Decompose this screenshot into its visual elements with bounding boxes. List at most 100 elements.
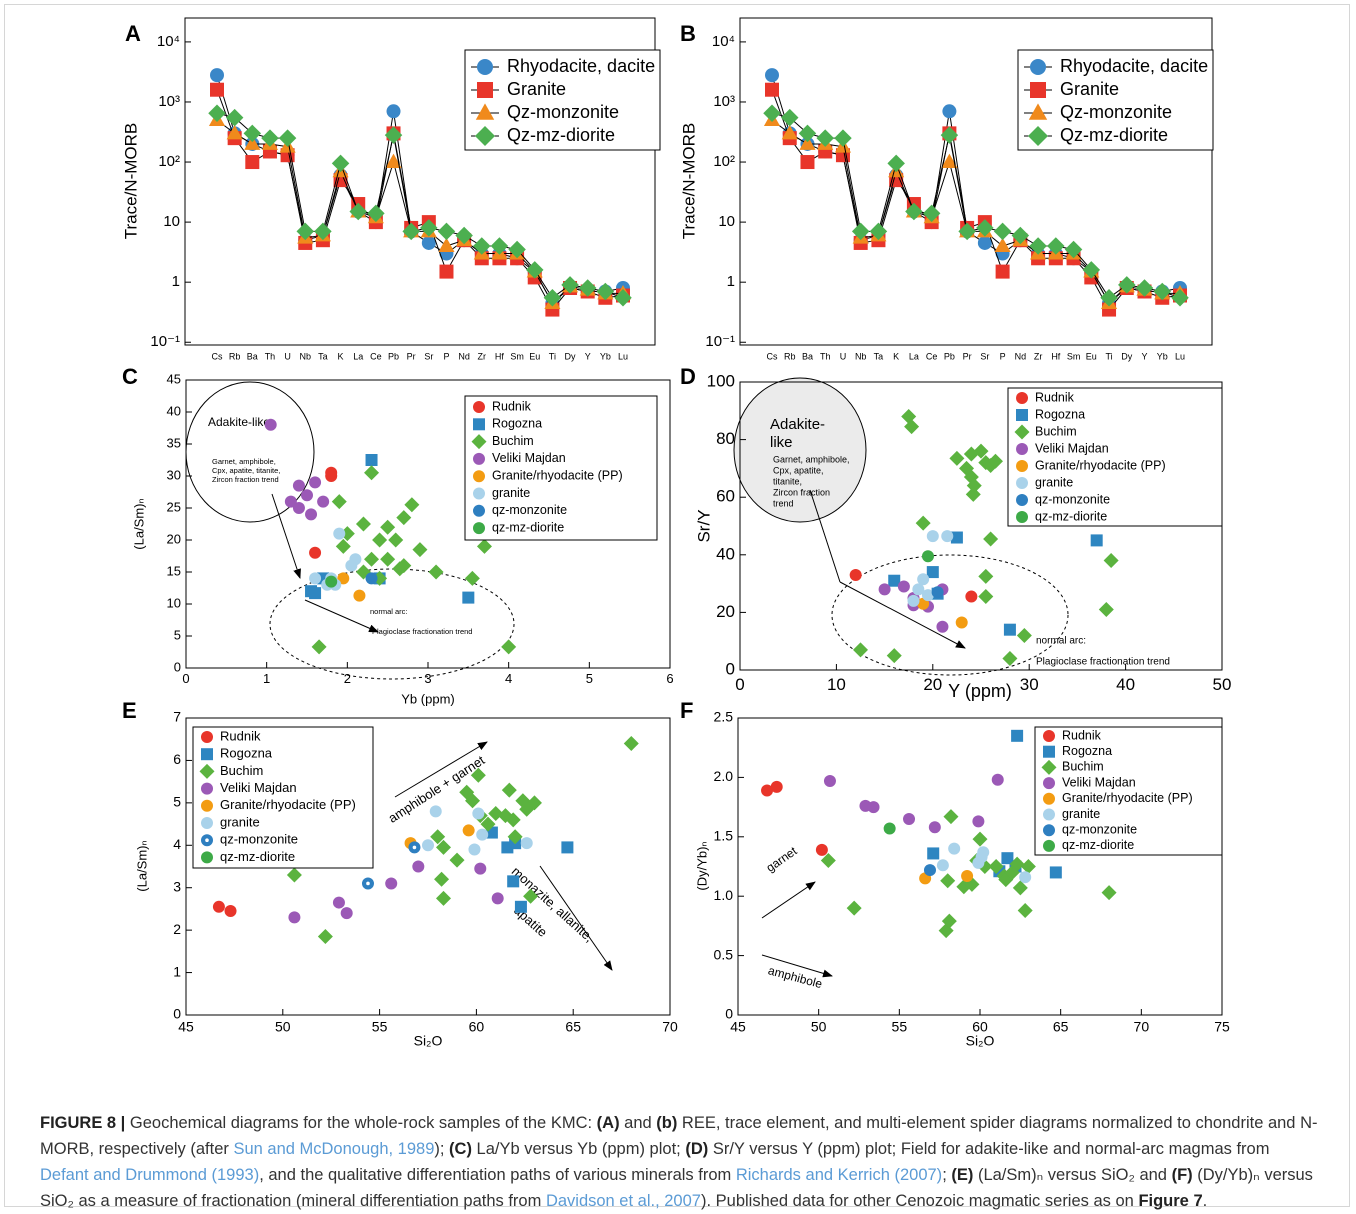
data-point — [941, 153, 958, 168]
data-point — [286, 867, 302, 883]
data-point — [505, 812, 521, 828]
x-tick-label: Ce — [370, 351, 382, 361]
caption-text: ). Published data for other Cenozoic mag… — [700, 1192, 1139, 1210]
data-point — [349, 553, 362, 566]
data-point — [526, 795, 542, 811]
x-tick-label: K — [893, 351, 899, 361]
x-tick-label: Sm — [510, 351, 524, 361]
x-tick-label: 0 — [182, 671, 189, 686]
annotation: normal arc: — [1036, 636, 1086, 647]
legend-marker — [1014, 424, 1030, 440]
legend-label: Veliki Majdan — [1035, 441, 1109, 455]
y-tick-label: 10³ — [158, 93, 180, 110]
x-tick-label: P — [1000, 351, 1006, 361]
x-tick-label: Ti — [1105, 351, 1112, 361]
data-point — [1003, 623, 1016, 636]
data-point — [1101, 885, 1117, 901]
data-point — [365, 454, 378, 466]
x-tick-label: Ce — [926, 351, 938, 361]
data-point — [915, 515, 931, 531]
trend-arrow — [394, 741, 488, 798]
caption-reference[interactable]: Richards and Kerrich (2007) — [735, 1166, 943, 1184]
y-tick-label: 40 — [167, 403, 181, 418]
data-point — [386, 104, 401, 119]
data-point — [349, 202, 367, 221]
y-tick-label: 2 — [173, 921, 181, 937]
data-point — [325, 466, 338, 479]
y-tick-label: 1.0 — [714, 887, 734, 903]
caption-reference[interactable]: Defant and Drummond (1993) — [40, 1166, 260, 1184]
caption-text: Geochemical diagrams for the whole-rock … — [125, 1114, 597, 1132]
legend-marker — [1016, 511, 1028, 523]
x-tick-label: U — [840, 351, 847, 361]
data-point — [922, 204, 941, 223]
y-tick-label: 10³ — [713, 93, 735, 110]
legend-marker — [473, 487, 485, 500]
data-point — [309, 546, 322, 559]
y-tick-label: 10 — [718, 213, 735, 230]
legend-label: Rudnik — [1062, 728, 1102, 742]
caption-panel: (C) — [449, 1140, 472, 1158]
caption-text: ; — [942, 1166, 952, 1184]
legend-label: qz-mz-diorite — [492, 520, 564, 534]
legend-label: qz-monzonite — [1062, 822, 1137, 836]
panel-label: F — [680, 698, 693, 723]
data-point — [923, 864, 936, 877]
data-point — [364, 465, 380, 481]
y-tick-label: 20 — [167, 531, 181, 546]
data-point — [226, 124, 243, 140]
x-tick-label: Th — [265, 351, 276, 361]
legend-label: Granite/rhyodacite (PP) — [220, 797, 356, 812]
data-point — [292, 479, 305, 492]
data-point — [261, 129, 279, 147]
data-point — [331, 154, 350, 173]
data-point — [940, 873, 956, 889]
data-point — [309, 476, 322, 489]
data-point — [224, 905, 237, 918]
x-tick-label: Y — [585, 351, 591, 361]
data-point — [561, 841, 574, 854]
caption-text: , and the qualitative differentiation pa… — [259, 1166, 736, 1184]
annotation: amphibole — [767, 963, 824, 991]
x-tick-label: Y — [1142, 351, 1148, 361]
data-point — [455, 226, 473, 245]
data-point — [428, 564, 444, 580]
legend-label: Granite/rhyodacite (PP) — [1062, 791, 1193, 805]
trend-arrow — [761, 881, 816, 919]
annotation: Zircon fraction — [773, 487, 830, 497]
data-point — [332, 896, 345, 909]
x-tick-label: 50 — [811, 1018, 827, 1034]
data-point — [355, 516, 371, 532]
y-tick-label: 20 — [716, 602, 735, 621]
legend-label: qz-mz-diorite — [1062, 838, 1134, 852]
data-point — [462, 591, 475, 604]
y-tick-label: 3 — [173, 878, 181, 894]
caption-reference[interactable]: Davidson et al., 2007 — [545, 1192, 701, 1210]
data-point — [1082, 261, 1101, 279]
caption-reference[interactable]: Figure 7 — [1138, 1192, 1203, 1210]
data-point — [966, 478, 982, 494]
data-point — [488, 805, 504, 821]
field-outline — [269, 568, 515, 680]
data-point — [439, 264, 454, 279]
data-point — [1064, 240, 1083, 259]
caption-label: FIGURE 8 | — [40, 1114, 126, 1132]
data-point — [614, 289, 632, 307]
caption-reference[interactable]: Sun and McDonough, 1989 — [233, 1140, 435, 1158]
data-point — [353, 589, 366, 602]
data-point — [936, 859, 949, 872]
data-point — [965, 486, 981, 502]
data-point — [912, 583, 925, 596]
legend-label: Qz-mz-diorite — [507, 125, 615, 145]
x-tick-label: Nd — [458, 351, 470, 361]
y-tick-label: 6 — [173, 751, 181, 767]
annotation: trend — [773, 498, 794, 508]
data-point — [905, 202, 923, 221]
x-tick-label: 55 — [372, 1018, 388, 1034]
annotation: Adakite-like — [208, 415, 270, 429]
y-tick-label: 1 — [173, 963, 181, 979]
data-point — [385, 153, 402, 168]
x-tick-label: La — [353, 351, 363, 361]
data-point — [927, 847, 940, 860]
data-point — [623, 735, 639, 751]
